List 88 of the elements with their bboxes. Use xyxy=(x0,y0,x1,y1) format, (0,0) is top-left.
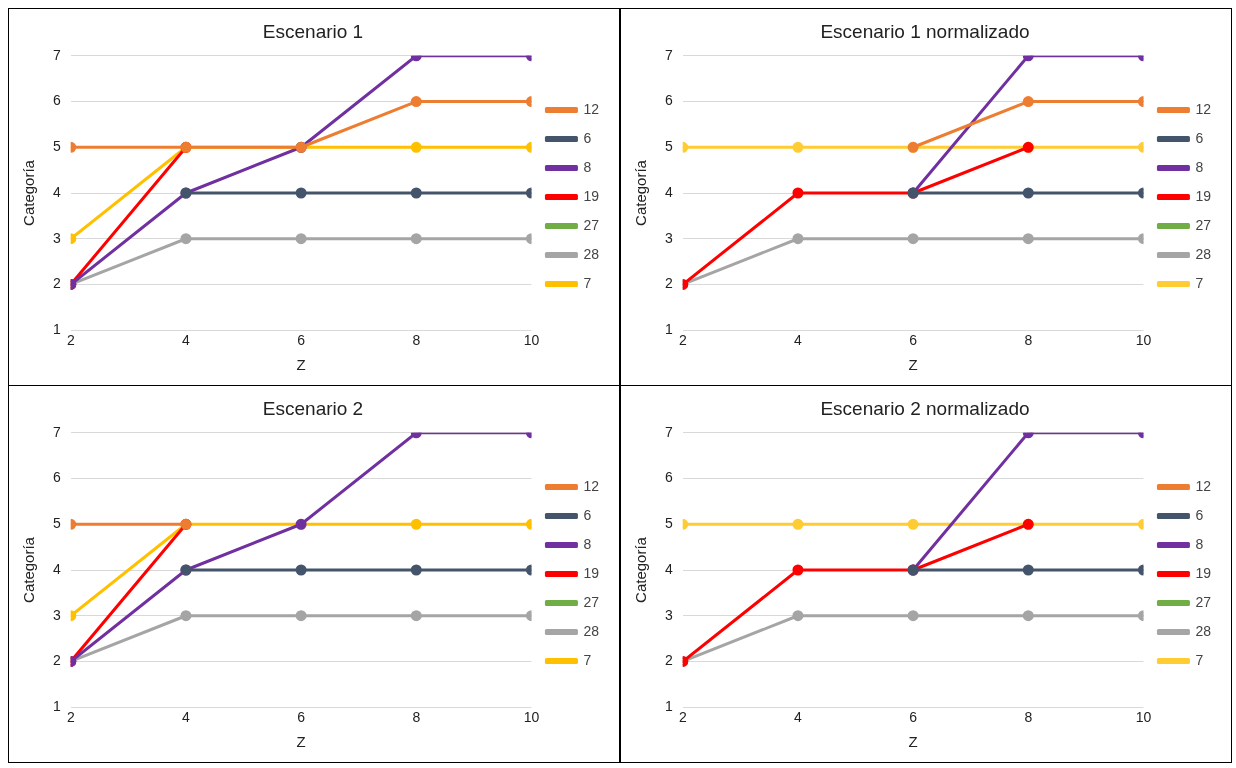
y-tick-label: 2 xyxy=(52,275,61,292)
x-tick-label: 6 xyxy=(297,709,306,726)
legend-label: 19 xyxy=(583,564,600,581)
y-axis-title: Categoría xyxy=(20,536,38,603)
x-axis-title: Z xyxy=(908,733,918,751)
x-tick-label: 6 xyxy=(909,709,918,726)
y-axis-title: Categoría xyxy=(20,159,38,226)
legend-label: 27 xyxy=(1195,216,1212,233)
legend-label: 7 xyxy=(583,651,592,668)
y-tick-label: 5 xyxy=(52,138,61,155)
y-tick-label: 1 xyxy=(664,321,673,338)
y-tick-label: 5 xyxy=(52,515,61,532)
x-tick-label: 10 xyxy=(1135,709,1152,726)
y-tick-label: 5 xyxy=(664,515,673,532)
x-axis-title: Z xyxy=(908,356,918,374)
x-tick-label: 8 xyxy=(412,709,421,726)
legend-label: 28 xyxy=(583,622,600,639)
y-tick-label: 4 xyxy=(52,183,61,200)
chart-title: Escenario 1 xyxy=(262,20,364,42)
chart-title: Escenario 1 normalizado xyxy=(820,20,1030,42)
y-tick-label: 2 xyxy=(664,652,673,669)
legend-label: 7 xyxy=(1195,274,1204,291)
y-tick-label: 1 xyxy=(52,321,61,338)
y-axis-title: Categoría xyxy=(632,536,650,603)
chart-title: Escenario 2 normalizado xyxy=(820,397,1030,419)
y-tick-label: 3 xyxy=(664,606,673,623)
legend-label: 12 xyxy=(1195,477,1212,494)
x-tick-label: 10 xyxy=(523,332,540,349)
x-tick-label: 8 xyxy=(412,332,421,349)
y-tick-label: 6 xyxy=(664,469,673,486)
y-tick-label: 3 xyxy=(52,229,61,246)
legend-label: 7 xyxy=(583,274,592,291)
x-tick-label: 4 xyxy=(182,709,191,726)
x-tick-label: 4 xyxy=(182,332,191,349)
y-tick-label: 7 xyxy=(664,423,673,440)
legend-label: 6 xyxy=(1195,506,1204,523)
y-tick-label: 4 xyxy=(664,560,673,577)
x-tick-label: 4 xyxy=(794,332,803,349)
x-tick-label: 10 xyxy=(1135,332,1152,349)
y-tick-label: 3 xyxy=(52,606,61,623)
legend-label: 28 xyxy=(1195,245,1212,262)
y-tick-label: 7 xyxy=(664,46,673,63)
legend-label: 19 xyxy=(583,187,600,204)
x-tick-label: 2 xyxy=(678,709,687,726)
y-tick-label: 6 xyxy=(664,92,673,109)
legend-label: 12 xyxy=(583,100,600,117)
x-tick-label: 8 xyxy=(1024,709,1033,726)
x-tick-label: 8 xyxy=(1024,332,1033,349)
legend-label: 6 xyxy=(583,129,592,146)
legend-label: 8 xyxy=(1195,158,1204,175)
y-axis-title: Categoría xyxy=(632,159,650,226)
legend-label: 27 xyxy=(583,216,600,233)
x-tick-label: 2 xyxy=(66,332,75,349)
chart-title: Escenario 2 xyxy=(262,397,364,419)
y-tick-label: 6 xyxy=(52,469,61,486)
legend-label: 6 xyxy=(583,506,592,523)
y-tick-label: 1 xyxy=(664,698,673,715)
legend-label: 8 xyxy=(583,535,592,552)
legend-label: 27 xyxy=(583,593,600,610)
legend-label: 12 xyxy=(1195,100,1212,117)
legend-label: 28 xyxy=(583,245,600,262)
legend-label: 6 xyxy=(1195,129,1204,146)
y-tick-label: 1 xyxy=(52,698,61,715)
y-tick-label: 4 xyxy=(664,183,673,200)
legend-label: 7 xyxy=(1195,651,1204,668)
x-axis-title: Z xyxy=(296,356,306,374)
y-tick-label: 5 xyxy=(664,138,673,155)
x-tick-label: 2 xyxy=(678,332,687,349)
legend-label: 8 xyxy=(583,158,592,175)
y-tick-label: 3 xyxy=(664,229,673,246)
legend-label: 19 xyxy=(1195,187,1212,204)
x-axis-title: Z xyxy=(296,733,306,751)
x-tick-label: 10 xyxy=(523,709,540,726)
legend-label: 12 xyxy=(583,477,600,494)
y-tick-label: 2 xyxy=(52,652,61,669)
x-tick-label: 4 xyxy=(794,709,803,726)
x-tick-label: 2 xyxy=(66,709,75,726)
legend-label: 28 xyxy=(1195,622,1212,639)
legend-label: 8 xyxy=(1195,535,1204,552)
x-tick-label: 6 xyxy=(909,332,918,349)
y-tick-label: 7 xyxy=(52,46,61,63)
y-tick-label: 4 xyxy=(52,560,61,577)
y-tick-label: 7 xyxy=(52,423,61,440)
x-tick-label: 6 xyxy=(297,332,306,349)
legend-label: 19 xyxy=(1195,564,1212,581)
y-tick-label: 2 xyxy=(664,275,673,292)
y-tick-label: 6 xyxy=(52,92,61,109)
legend-label: 27 xyxy=(1195,593,1212,610)
